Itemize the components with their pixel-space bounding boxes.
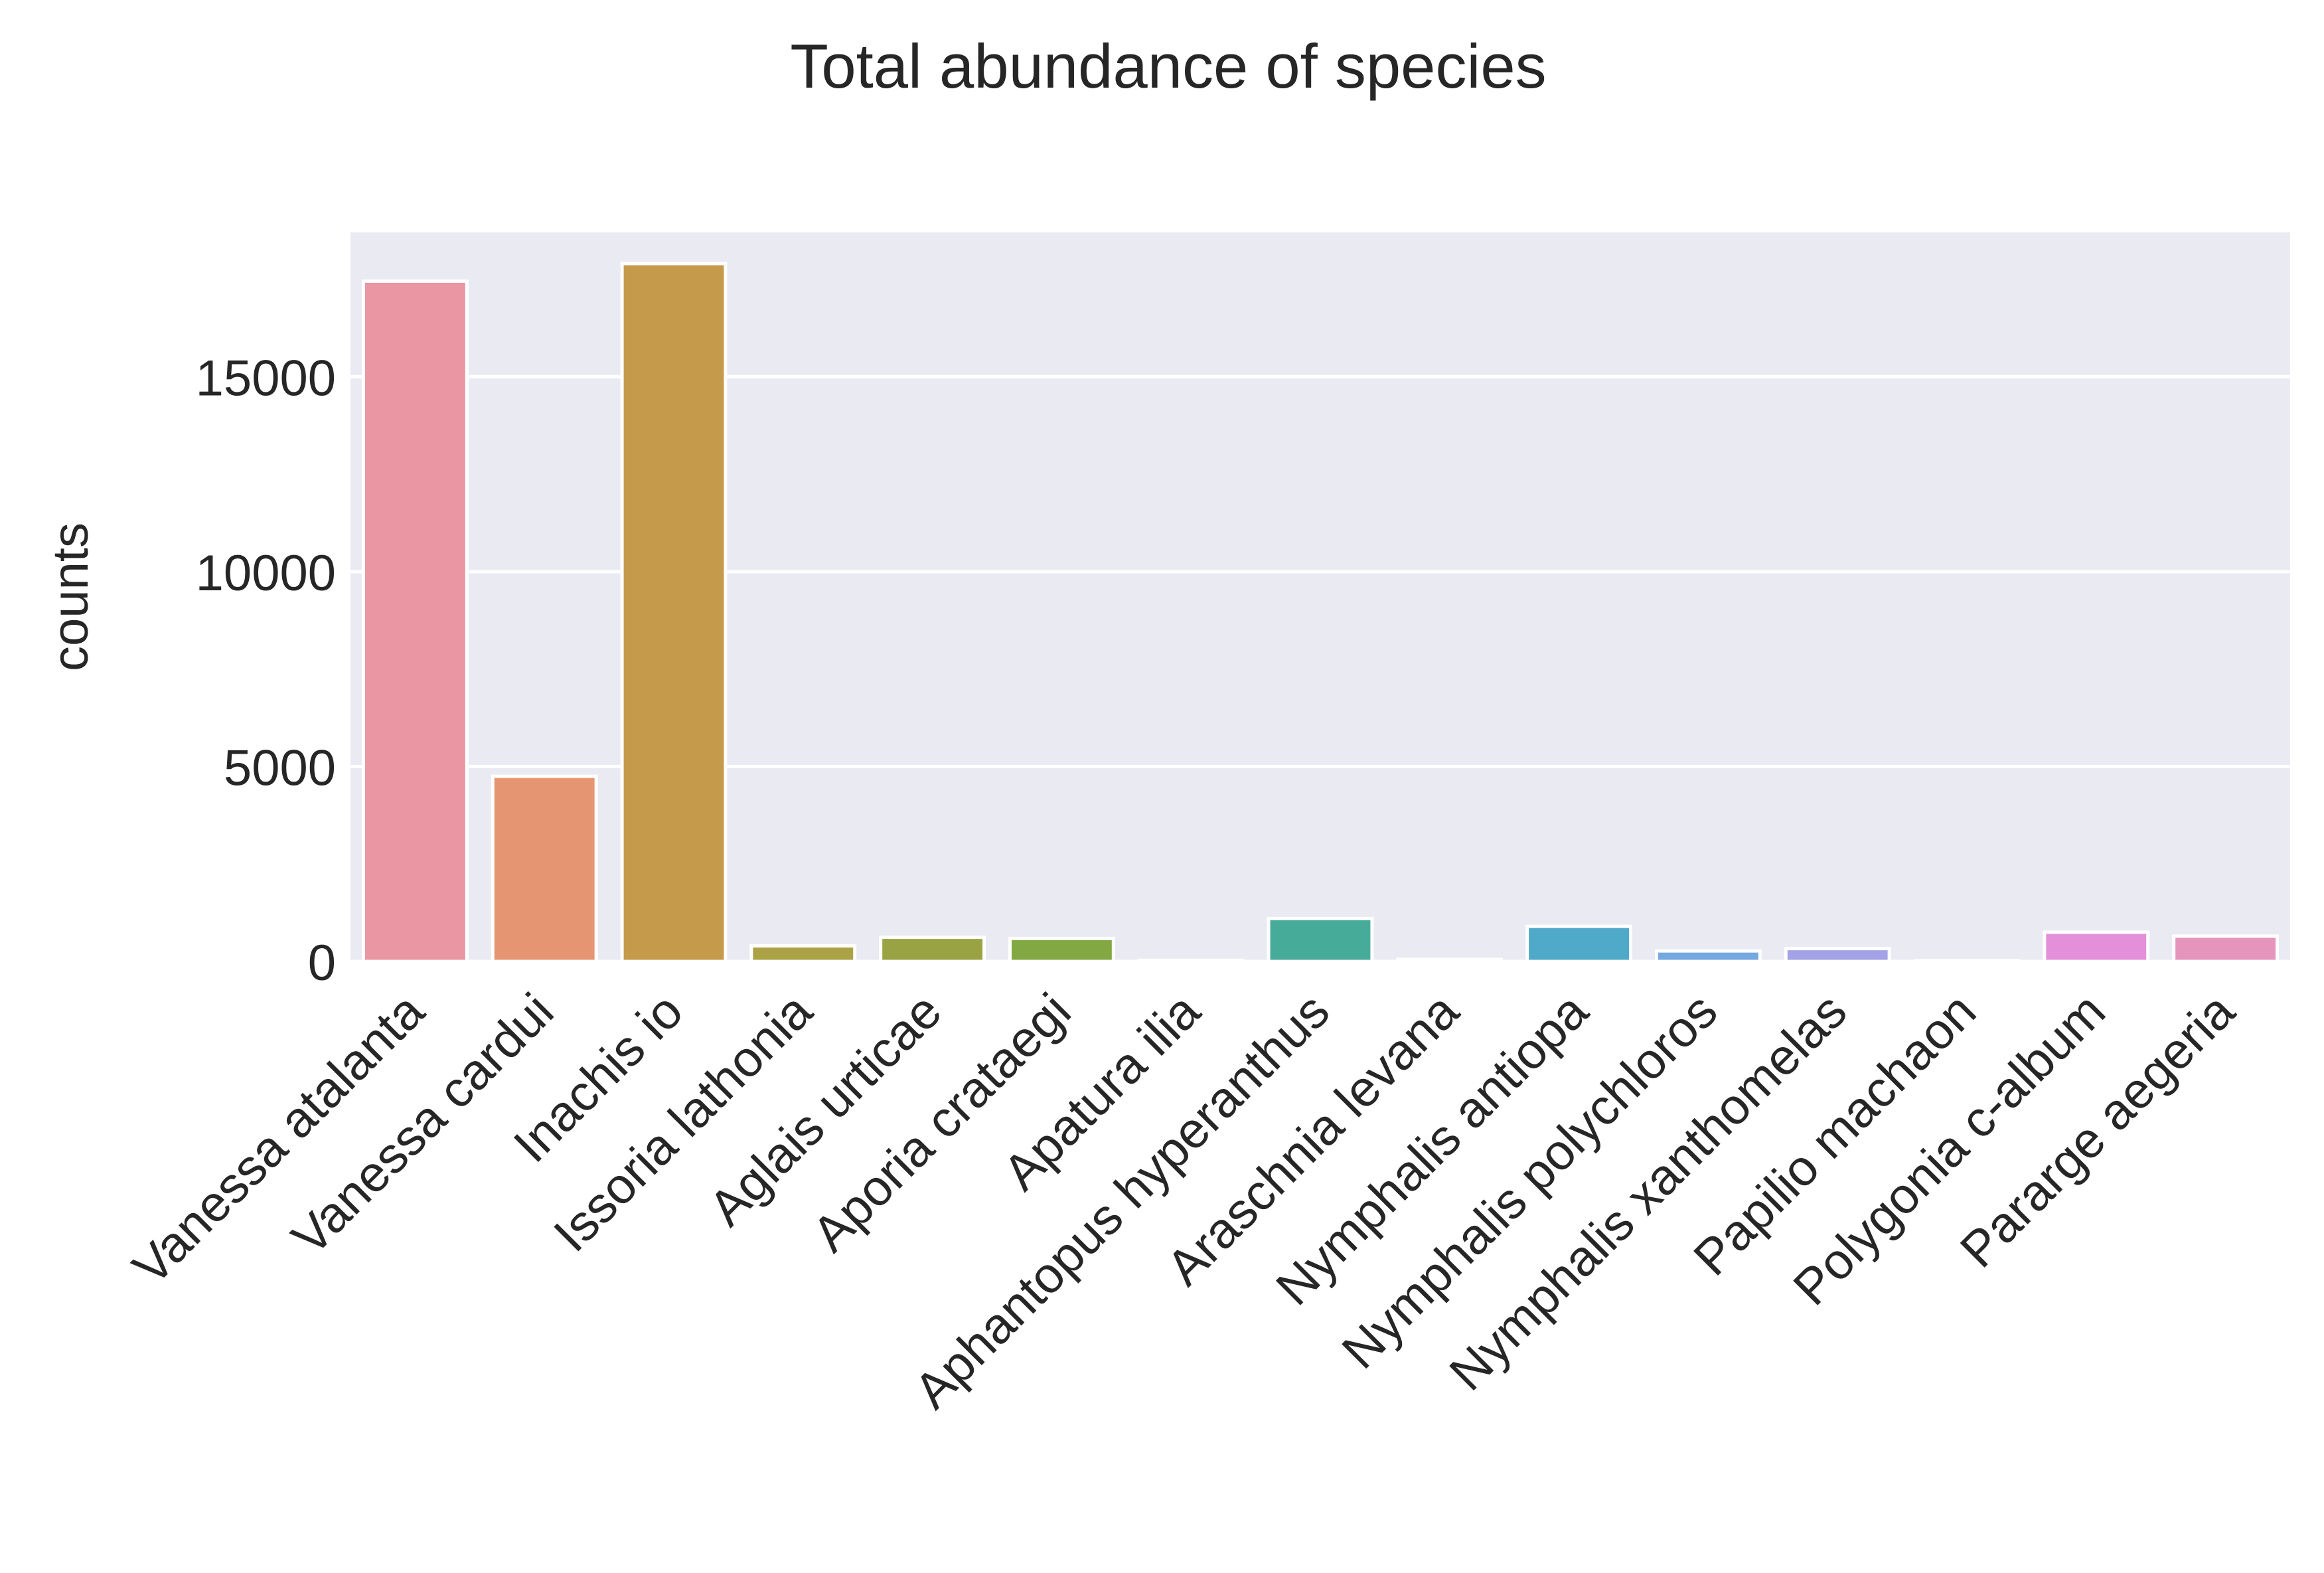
y-tick-label: 10000 xyxy=(196,545,336,602)
chart-title: Total abundance of species xyxy=(790,31,1546,101)
bar xyxy=(1396,957,1504,963)
bar xyxy=(749,944,857,963)
bar xyxy=(491,774,598,963)
bar xyxy=(361,279,469,963)
bar xyxy=(1267,916,1374,963)
bar xyxy=(2172,934,2280,963)
bar xyxy=(620,262,728,963)
y-tick-label: 0 xyxy=(308,935,336,991)
bar xyxy=(1784,947,1891,963)
bar xyxy=(1654,949,1762,963)
bar xyxy=(1525,924,1633,963)
y-tick-label: 15000 xyxy=(196,350,336,406)
bar xyxy=(1008,936,1115,963)
y-axis-label: counts xyxy=(42,523,99,671)
bar xyxy=(879,936,986,963)
bar xyxy=(1137,958,1245,963)
bars xyxy=(361,262,2280,963)
bar xyxy=(2043,930,2150,963)
y-tick-label: 5000 xyxy=(224,740,336,796)
y-tick-labels: 0 5000 10000 15000 xyxy=(196,350,336,991)
